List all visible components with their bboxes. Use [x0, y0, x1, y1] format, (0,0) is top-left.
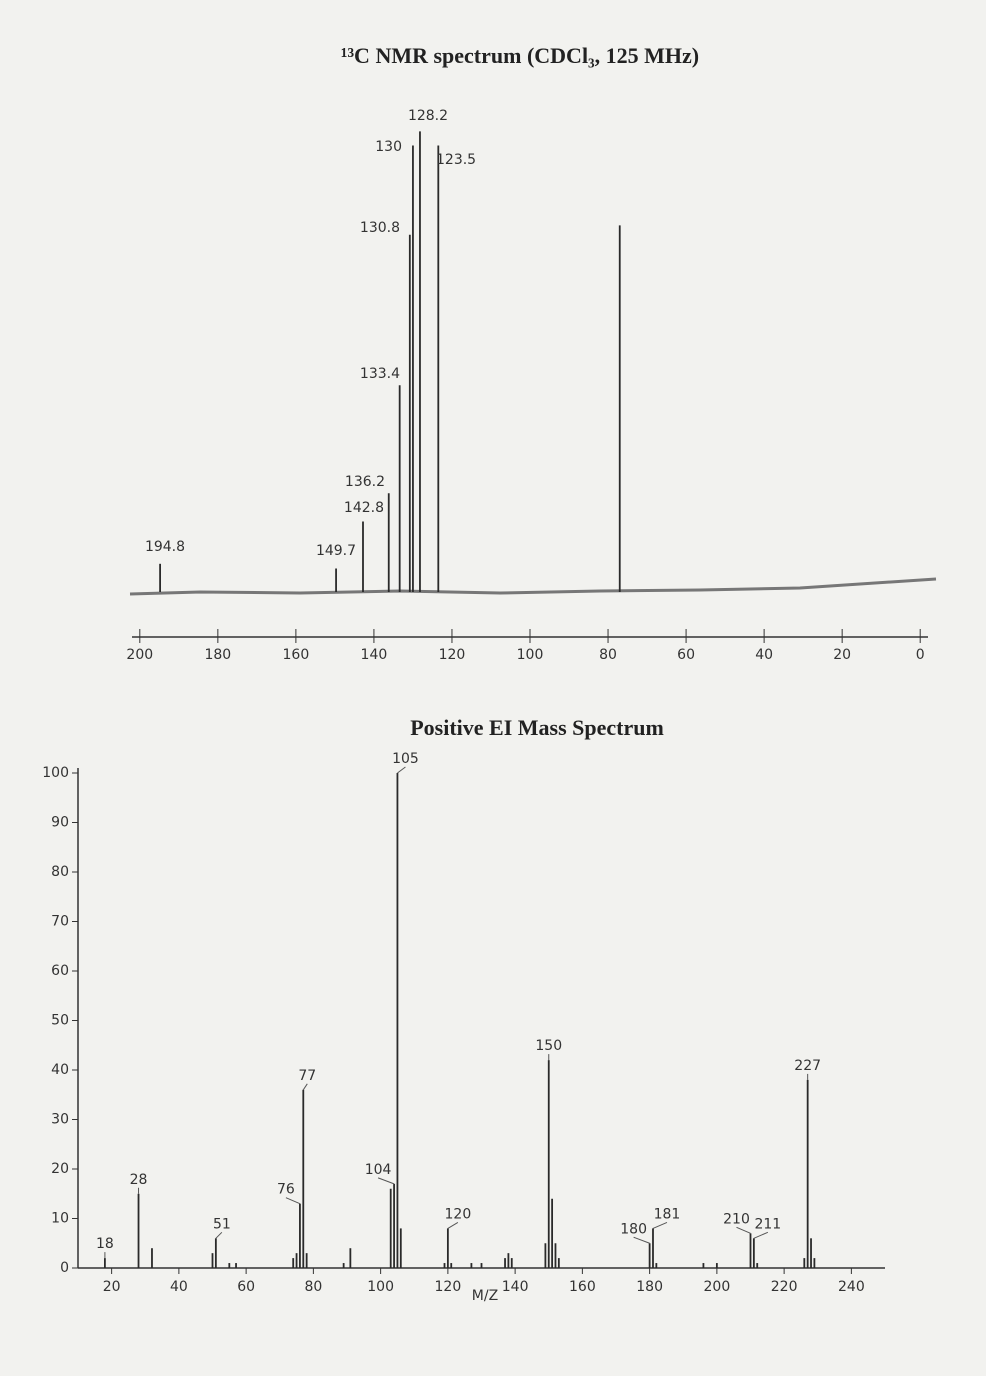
nmr-title: ¹³C NMR spectrum (CDCl₃, 125 MHz): [341, 43, 699, 68]
x-tick-label: 140: [361, 647, 388, 663]
y-tick-label: 10: [51, 1211, 69, 1227]
x-tick-label: 160: [569, 1279, 596, 1295]
x-tick-label: 100: [367, 1279, 394, 1295]
label-leader: [377, 1177, 395, 1185]
x-tick-label: 160: [283, 647, 310, 663]
label-leader: [397, 766, 406, 774]
peak-label: 227: [794, 1058, 821, 1074]
label-leader: [736, 1226, 751, 1234]
peak-label: 142.8: [344, 500, 384, 516]
x-tick-label: 180: [204, 647, 231, 663]
peak-label: 28: [130, 1172, 148, 1188]
peak-label: 133.4: [360, 366, 400, 382]
peak-label: 136.2: [345, 474, 385, 490]
y-tick-label: 60: [51, 963, 69, 979]
y-tick-label: 80: [51, 864, 69, 880]
x-tick-label: 200: [704, 1279, 731, 1295]
ms-title: Positive EI Mass Spectrum: [410, 715, 664, 740]
y-tick-label: 30: [51, 1112, 69, 1128]
x-tick-label: 240: [838, 1279, 865, 1295]
peak-label: 210: [723, 1211, 750, 1227]
label-leader: [447, 1221, 459, 1229]
peak-label: 51: [213, 1216, 231, 1232]
peak-label: 130: [375, 139, 402, 155]
label-leader: [753, 1231, 769, 1239]
peak-label: 128.2: [408, 108, 448, 124]
label-leader: [652, 1221, 668, 1229]
peak-label: 194.8: [145, 539, 185, 555]
x-tick-label: 80: [599, 647, 617, 663]
peak-label: 150: [535, 1038, 562, 1054]
y-tick-label: 0: [60, 1260, 69, 1276]
x-tick-label: 80: [304, 1279, 322, 1295]
peak-label: 130.8: [360, 220, 400, 236]
label-leader: [285, 1197, 301, 1205]
peak-label: 181: [654, 1206, 681, 1222]
x-tick-label: 200: [126, 647, 153, 663]
peak-label: 180: [620, 1221, 647, 1237]
x-tick-label: 60: [237, 1279, 255, 1295]
peak-label: 149.7: [316, 543, 356, 559]
x-tick-label: 100: [517, 647, 544, 663]
x-tick-label: 0: [916, 647, 925, 663]
peak-label: 18: [96, 1236, 114, 1252]
x-tick-label: 220: [771, 1279, 798, 1295]
peak-label: 105: [392, 751, 419, 767]
y-tick-label: 40: [51, 1062, 69, 1078]
x-tick-label: 180: [636, 1279, 663, 1295]
y-tick-label: 70: [51, 914, 69, 930]
x-tick-label: 120: [435, 1279, 462, 1295]
x-tick-label: 60: [677, 647, 695, 663]
x-tick-label: 20: [103, 1279, 121, 1295]
x-tick-label: 140: [502, 1279, 529, 1295]
x-tick-label: 40: [755, 647, 773, 663]
peak-label: 77: [298, 1068, 316, 1084]
y-tick-label: 50: [51, 1013, 69, 1029]
x-tick-label: 120: [439, 647, 466, 663]
peak-label: 76: [277, 1182, 295, 1198]
x-axis-label: M/Z: [472, 1288, 498, 1304]
nmr-baseline-noise: [129, 577, 937, 596]
x-tick-label: 20: [833, 647, 851, 663]
label-leader: [302, 1083, 308, 1091]
peak-label: 123.5: [436, 152, 476, 168]
peak-label: 120: [445, 1206, 472, 1222]
y-tick-label: 20: [51, 1161, 69, 1177]
label-leader: [215, 1231, 223, 1239]
peak-label: 211: [754, 1216, 781, 1232]
y-tick-label: 100: [42, 765, 69, 781]
x-tick-label: 40: [170, 1279, 188, 1295]
label-leader: [633, 1236, 650, 1244]
y-tick-label: 90: [51, 815, 69, 831]
peak-label: 104: [365, 1162, 392, 1178]
